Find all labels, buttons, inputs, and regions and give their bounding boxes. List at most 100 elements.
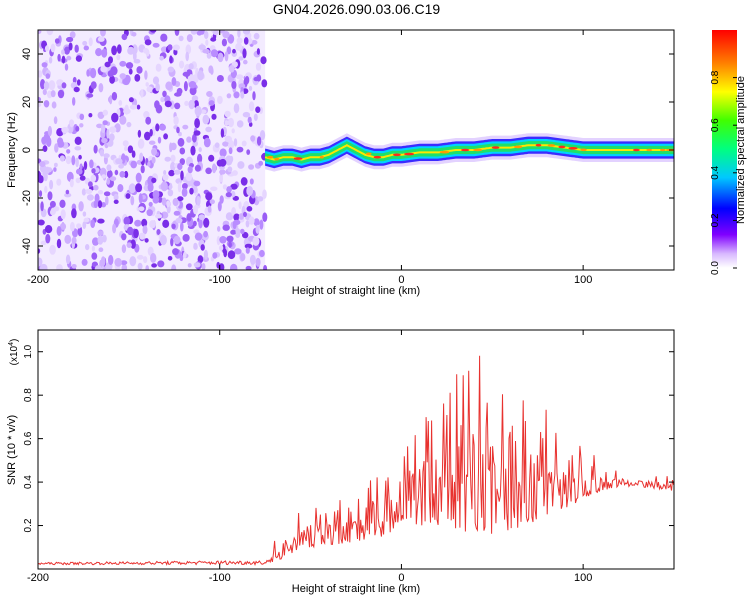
noise-blob — [157, 260, 165, 268]
noise-blob — [186, 213, 192, 222]
noise-blob — [234, 248, 242, 255]
noise-blob — [202, 48, 210, 54]
colorbar-tick-label: 0.6 — [710, 118, 721, 132]
noise-blob — [127, 145, 134, 154]
noise-blob — [86, 93, 94, 98]
noise-blob — [48, 56, 53, 64]
noise-blob — [227, 166, 233, 173]
noise-blob — [53, 116, 58, 125]
noise-blob — [202, 114, 210, 125]
noise-blob — [176, 126, 180, 134]
snr-y-axis: 0.2 0.4 0.6 0.8 1.0 — [23, 344, 674, 532]
noise-blob — [167, 66, 175, 73]
ridge-hotspot — [274, 157, 280, 161]
y-tick-label: 0.4 — [23, 475, 34, 489]
noise-blob — [203, 31, 209, 39]
y-tick-label: 1.0 — [23, 344, 34, 358]
snr-y-multiplier: (x104) — [8, 339, 20, 366]
noise-blob — [57, 53, 61, 62]
noise-blob — [222, 224, 230, 231]
noise-blob — [151, 156, 156, 164]
noise-blob — [163, 133, 169, 140]
noise-blob — [115, 158, 123, 165]
noise-blob — [251, 40, 258, 45]
y-tick-label: -40 — [21, 238, 33, 254]
noise-blob — [46, 30, 54, 36]
noise-blob — [226, 93, 232, 99]
noise-blob — [155, 123, 160, 132]
noise-blob — [225, 192, 232, 198]
noise-blob — [44, 185, 48, 194]
noise-blob — [159, 124, 166, 131]
noise-blob — [159, 55, 164, 61]
noise-blob — [65, 254, 71, 265]
noise-blob — [248, 101, 255, 112]
noise-blob — [197, 255, 204, 264]
noise-blob — [90, 67, 97, 79]
noise-blob — [41, 136, 47, 145]
noise-blob — [185, 203, 193, 211]
noise-blob — [170, 237, 174, 247]
noise-blob — [198, 218, 203, 229]
noise-blob — [49, 200, 56, 208]
noise-blob — [249, 178, 254, 185]
noise-blob — [91, 245, 95, 252]
noise-blob — [222, 141, 230, 147]
noise-blob — [167, 255, 173, 261]
noise-blob — [102, 109, 109, 116]
colorbar-tick-label: 0.0 — [710, 261, 721, 275]
noise-blob — [57, 137, 64, 145]
y-tick-label: 0.2 — [23, 518, 34, 532]
noise-blob — [82, 211, 87, 217]
noise-blob — [238, 56, 244, 61]
noise-blob — [109, 133, 115, 142]
noise-blob — [246, 206, 253, 212]
noise-blob — [119, 171, 126, 178]
noise-blob — [219, 174, 223, 183]
noise-blob — [126, 242, 132, 249]
noise-blob — [155, 213, 162, 219]
noise-blob — [79, 163, 83, 170]
noise-blob — [160, 33, 168, 42]
noise-blob — [172, 248, 179, 256]
noise-blob — [170, 161, 176, 172]
noise-blob — [69, 31, 76, 39]
noise-blob — [244, 76, 250, 85]
noise-blob — [185, 172, 193, 182]
noise-blob — [59, 223, 67, 230]
noise-blob — [210, 49, 219, 58]
noise-blob — [56, 79, 64, 86]
spectrogram-x-axis: -200 -100 0 100 — [27, 30, 592, 286]
noise-blob — [86, 194, 94, 201]
noise-blob — [228, 147, 233, 155]
noise-blob — [64, 234, 72, 244]
snr-y-label: SNR (10 * v/v) — [6, 415, 18, 485]
noise-blob — [206, 52, 212, 59]
noise-blob — [225, 212, 234, 221]
noise-blob — [45, 233, 51, 244]
noise-blob — [222, 30, 230, 39]
noise-blob — [98, 247, 104, 252]
noise-blob — [262, 189, 267, 199]
noise-blob — [61, 55, 66, 64]
noise-blob — [66, 149, 71, 154]
noise-blob — [245, 220, 250, 228]
noise-blob — [147, 161, 151, 167]
noise-blob — [227, 142, 234, 149]
noise-blob — [47, 125, 53, 137]
noise-blob — [69, 178, 74, 188]
noise-blob — [91, 168, 96, 174]
noise-blob — [76, 168, 83, 175]
noise-blob — [144, 39, 152, 46]
noise-blob — [170, 154, 176, 163]
noise-blob — [248, 216, 255, 225]
noise-blob — [78, 201, 84, 212]
noise-blob — [150, 253, 157, 263]
y-tick-label: 0.8 — [23, 388, 34, 402]
noise-blob — [248, 85, 253, 91]
noise-blob — [145, 49, 150, 57]
noise-blob — [42, 89, 47, 96]
noise-blob — [60, 209, 66, 220]
ridge-hotspot — [373, 155, 382, 159]
noise-blob — [130, 239, 136, 249]
